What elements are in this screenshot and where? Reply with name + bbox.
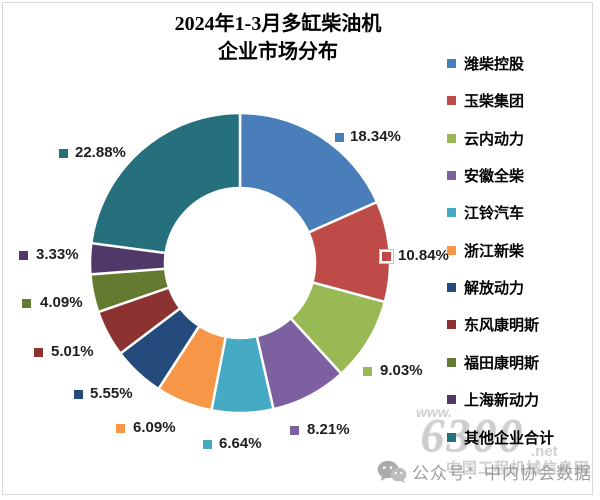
- legend-label-玉柴集团: 玉柴集团: [464, 93, 525, 111]
- legend-label-上海新动力: 上海新动力: [464, 392, 540, 410]
- data-label-云内动力[interactable]: 9.03%: [380, 362, 423, 379]
- footer-caption: 公众号：中内协会数据: [412, 464, 592, 483]
- legend-label-潍柴控股: 潍柴控股: [464, 56, 525, 73]
- legend-item-江铃汽车[interactable]: 江铃汽车: [447, 202, 524, 223]
- chart-title-line1: 2024年1-3月多缸柴油机: [174, 13, 382, 35]
- data-label-玉柴集团[interactable]: 10.84%: [398, 247, 449, 264]
- label-marker-东风康明斯[interactable]: [34, 348, 43, 357]
- legend-swatch-浙江新柴: [447, 245, 456, 255]
- legend-label-东风康明斯: 东风康明斯: [464, 317, 540, 335]
- data-label-其他企业合计[interactable]: 22.88%: [75, 144, 126, 161]
- legend-label-浙江新柴: 浙江新柴: [464, 242, 525, 260]
- legend-item-潍柴控股[interactable]: 潍柴控股: [447, 53, 524, 74]
- legend-item-其他企业合计[interactable]: 其他企业合计: [447, 427, 554, 448]
- legend-swatch-解放动力: [447, 283, 456, 293]
- label-marker-潍柴控股[interactable]: [335, 133, 344, 142]
- label-marker-浙江新柴[interactable]: [116, 424, 125, 433]
- chart-title-line2: 企业市场分布: [218, 41, 338, 63]
- legend-label-解放动力: 解放动力: [464, 280, 525, 298]
- data-label-福田康明斯[interactable]: 4.09%: [40, 294, 83, 311]
- label-marker-上海新动力[interactable]: [19, 251, 28, 260]
- data-label-浙江新柴[interactable]: 6.09%: [133, 419, 176, 436]
- legend-label-安徽全柴: 安徽全柴: [464, 168, 525, 186]
- label-marker-其他企业合计[interactable]: [59, 149, 68, 158]
- legend-item-东风康明斯[interactable]: 东风康明斯: [447, 314, 539, 335]
- legend-label-云内动力: 云内动力: [464, 130, 525, 148]
- label-marker-解放动力[interactable]: [74, 390, 83, 399]
- legend-swatch-江铃汽车: [447, 208, 456, 218]
- footer: 公众号：中内协会数据: [377, 459, 592, 484]
- legend-swatch-云内动力: [447, 133, 456, 143]
- legend-label-福田康明斯: 福田康明斯: [464, 354, 540, 372]
- chart-title: 2024年1-3月多缸柴油机 企业市场分布: [0, 10, 556, 66]
- legend-item-安徽全柴[interactable]: 安徽全柴: [447, 165, 524, 186]
- legend-swatch-上海新动力: [447, 395, 456, 405]
- label-marker-江铃汽车[interactable]: [203, 440, 212, 449]
- data-label-解放动力[interactable]: 5.55%: [90, 385, 133, 402]
- pie-slice-其他企业合计[interactable]: [89, 111, 242, 255]
- legend-item-浙江新柴[interactable]: 浙江新柴: [447, 240, 524, 261]
- data-label-江铃汽车[interactable]: 6.64%: [219, 435, 262, 452]
- legend-label-其他企业合计: 其他企业合计: [464, 429, 555, 447]
- label-marker-玉柴集团[interactable]: [382, 252, 391, 261]
- legend-item-解放动力[interactable]: 解放动力: [447, 277, 524, 298]
- legend-swatch-东风康明斯: [447, 320, 456, 330]
- data-label-上海新动力[interactable]: 3.33%: [36, 246, 79, 263]
- pie-slice-潍柴控股[interactable]: [238, 111, 379, 235]
- data-label-潍柴控股[interactable]: 18.34%: [350, 128, 401, 145]
- legend-swatch-玉柴集团: [447, 96, 456, 106]
- wechat-icon: [377, 460, 407, 483]
- data-label-东风康明斯[interactable]: 5.01%: [51, 343, 94, 360]
- label-marker-福田康明斯[interactable]: [22, 299, 31, 308]
- legend-swatch-潍柴控股: [447, 59, 456, 68]
- legend-swatch-其他企业合计: [447, 432, 456, 442]
- legend-item-玉柴集团[interactable]: 玉柴集团: [447, 90, 524, 111]
- legend-item-福田康明斯[interactable]: 福田康明斯: [447, 352, 539, 373]
- legend-item-上海新动力[interactable]: 上海新动力: [447, 389, 539, 410]
- legend-label-江铃汽车: 江铃汽车: [464, 205, 525, 223]
- label-marker-安徽全柴[interactable]: [290, 426, 299, 435]
- label-marker-云内动力[interactable]: [363, 367, 372, 376]
- legend-swatch-安徽全柴: [447, 171, 456, 181]
- legend-item-云内动力[interactable]: 云内动力: [447, 128, 524, 149]
- data-label-安徽全柴[interactable]: 8.21%: [307, 421, 350, 438]
- legend-swatch-福田康明斯: [447, 357, 456, 367]
